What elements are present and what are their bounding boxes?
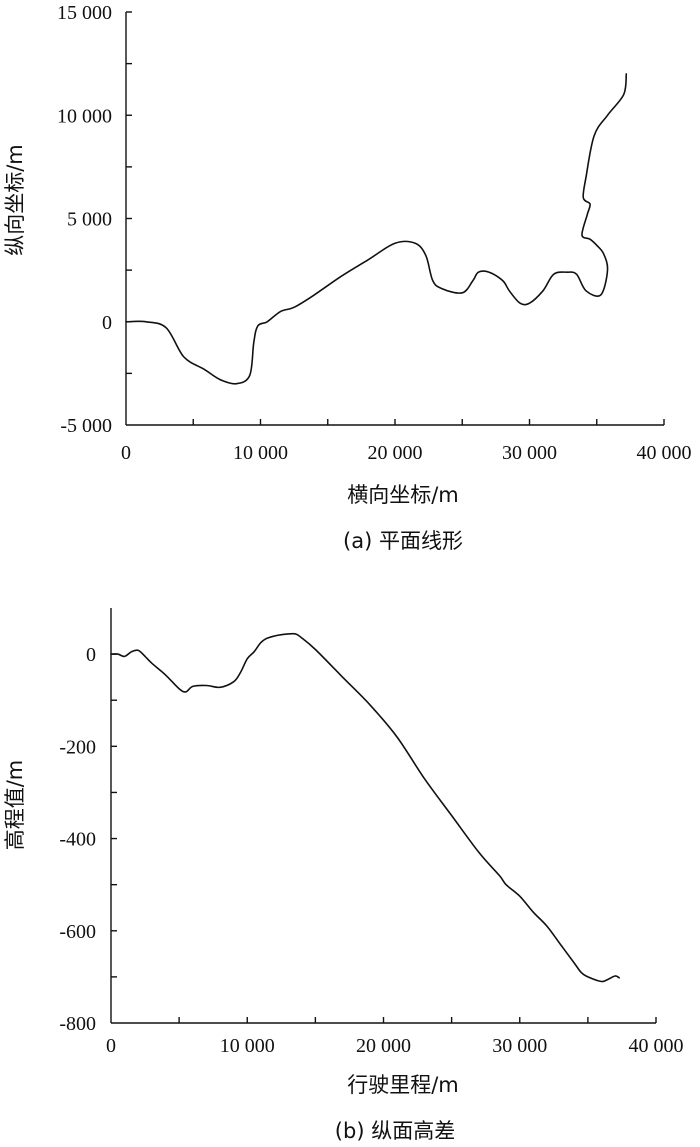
chart-b-y-tick-label: 0 (86, 644, 96, 666)
chart-a-x-tick-label: 0 (121, 442, 131, 464)
chart-b-x-tick-label: 30 000 (492, 1035, 547, 1057)
chart-b-y-tick-label: -200 (59, 736, 96, 758)
chart-b-y-tick-label: -600 (59, 921, 96, 943)
chart-a-y-tick-label: 10 000 (57, 105, 112, 127)
chart-a-caption: (a) 平面线形 (343, 529, 463, 553)
chart-a-x-axis-title: 横向坐标/m (347, 483, 459, 507)
chart-a-y-axis-title: 纵向坐标/m (3, 144, 27, 256)
chart-b-x-axis-title: 行驶里程/m (347, 1073, 459, 1097)
chart-b-x-tick-label: 40 000 (629, 1035, 684, 1057)
chart-a: 0 10 000 20 000 30 000 40 000 15 000 10 000 5 0… (3, 2, 692, 553)
chart-a-x-tick-label: 10 000 (233, 442, 288, 464)
chart-a-series-line (125, 73, 628, 385)
chart-a-x-tick-label: 20 000 (368, 442, 423, 464)
chart-a-y-tick-label: 5 000 (67, 209, 112, 231)
chart-b-x-tick-label: 0 (106, 1035, 116, 1057)
chart-a-x-tick-label: 30 000 (502, 442, 557, 464)
chart-a-y-tick-label: 15 000 (57, 2, 112, 24)
chart-b-y-axis-title: 高程值/m (3, 760, 27, 851)
chart-a-y-tick-label: 0 (102, 312, 112, 334)
chart-b-caption: (b) 纵面高差 (335, 1119, 455, 1143)
chart-b: 0 10 000 20 000 30 000 40 000 0 -200 -400 -600 -8… (3, 608, 684, 1143)
chart-a-y-tick-label: -5 000 (60, 415, 112, 437)
chart-b-series-line (110, 632, 620, 983)
chart-b-x-tick-label: 20 000 (356, 1035, 411, 1057)
chart-a-x-tick-label: 40 000 (637, 442, 692, 464)
chart-b-y-tick-label: -400 (59, 829, 96, 851)
chart-b-x-tick-label: 10 000 (220, 1035, 275, 1057)
chart-b-y-tick-label: -800 (59, 1013, 96, 1035)
